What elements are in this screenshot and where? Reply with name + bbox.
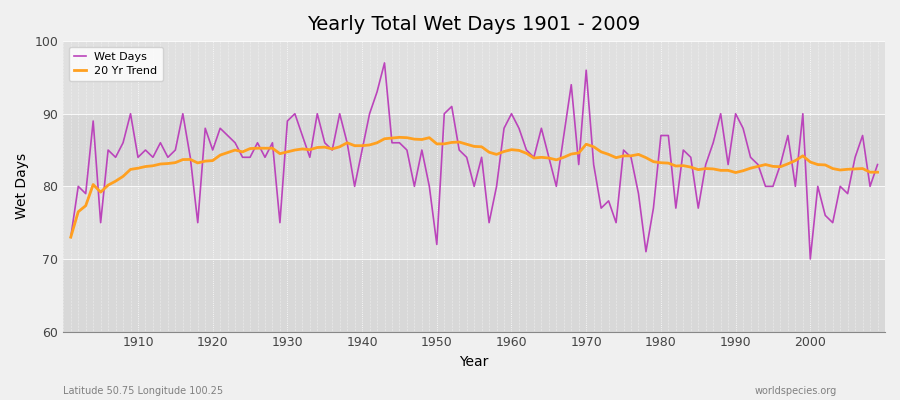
20 Yr Trend	[394, 135, 405, 140]
20 Yr Trend	[66, 235, 77, 240]
Text: worldspecies.org: worldspecies.org	[755, 386, 837, 396]
Wet Days	[334, 111, 345, 116]
Wet Days	[872, 162, 883, 167]
Wet Days	[506, 111, 517, 116]
Legend: Wet Days, 20 Yr Trend: Wet Days, 20 Yr Trend	[68, 47, 163, 81]
Text: Latitude 50.75 Longitude 100.25: Latitude 50.75 Longitude 100.25	[63, 386, 223, 396]
X-axis label: Year: Year	[460, 355, 489, 369]
Wet Days	[805, 256, 815, 261]
20 Yr Trend	[334, 144, 345, 149]
Title: Yearly Total Wet Days 1901 - 2009: Yearly Total Wet Days 1901 - 2009	[308, 15, 641, 34]
Wet Days	[514, 126, 525, 131]
Line: 20 Yr Trend: 20 Yr Trend	[71, 137, 878, 237]
Bar	[63, 186, 885, 259]
Y-axis label: Wet Days: Wet Days	[15, 153, 29, 220]
20 Yr Trend	[290, 148, 301, 152]
Bar	[63, 259, 885, 332]
Wet Days	[379, 60, 390, 65]
20 Yr Trend	[506, 147, 517, 152]
20 Yr Trend	[514, 148, 525, 153]
Wet Days	[603, 198, 614, 203]
20 Yr Trend	[603, 152, 614, 157]
Bar	[63, 114, 885, 186]
Bar	[63, 41, 885, 114]
20 Yr Trend	[125, 167, 136, 172]
Wet Days	[125, 111, 136, 116]
Wet Days	[290, 111, 301, 116]
Line: Wet Days: Wet Days	[71, 63, 878, 259]
Wet Days	[66, 235, 77, 240]
20 Yr Trend	[872, 170, 883, 174]
